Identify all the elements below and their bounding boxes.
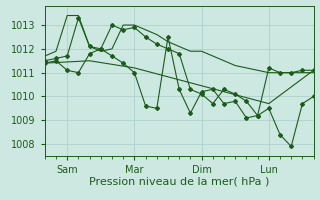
X-axis label: Pression niveau de la mer( hPa ): Pression niveau de la mer( hPa ) bbox=[89, 176, 269, 186]
